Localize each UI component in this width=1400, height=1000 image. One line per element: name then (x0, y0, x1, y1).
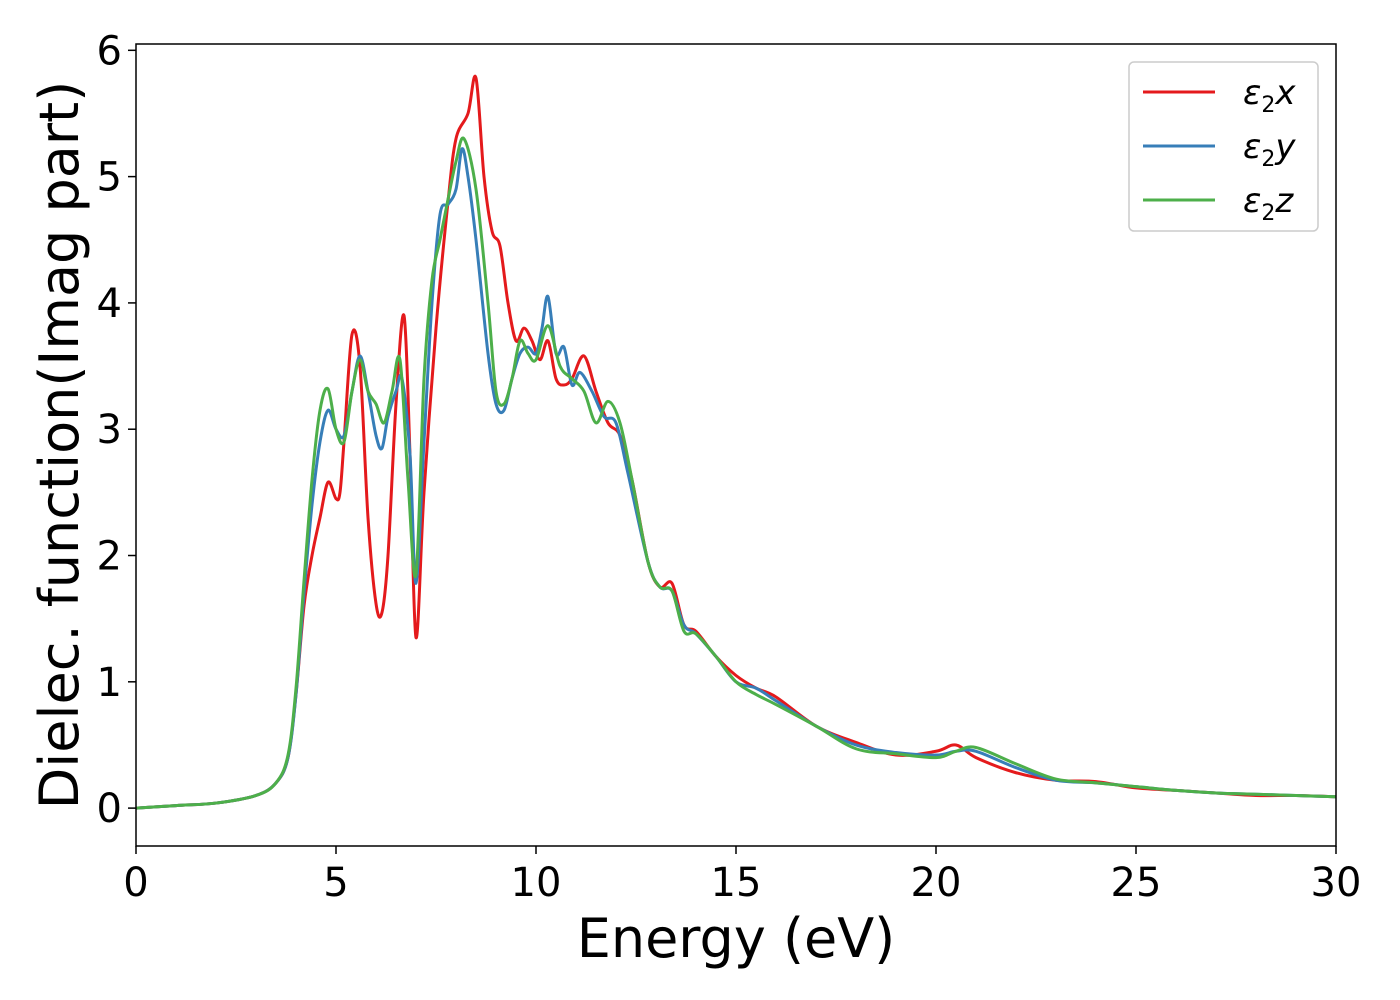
legend-box (1128, 61, 1319, 232)
series-layer (136, 74, 1336, 810)
y-tick-label: 4 (97, 281, 122, 327)
x-tick-label: 5 (323, 860, 348, 906)
x-tick-label: 10 (511, 860, 562, 906)
legend-label-y: ε2y (1243, 127, 1296, 172)
legend: ε2x ε2y ε2z (1128, 61, 1319, 232)
x-tick-label: 25 (1111, 860, 1162, 906)
y-axis-title: Dielec. function(Imag part) (28, 81, 91, 810)
x-axis-title: Energy (eV) (577, 907, 896, 970)
y-tick-label: 0 (97, 786, 122, 832)
x-tick-label: 20 (911, 860, 962, 906)
series-line-z (136, 136, 1336, 810)
y-axis: 0 1 2 3 4 5 6 (97, 28, 136, 832)
x-axis: 0 5 10 15 20 25 30 (123, 846, 1361, 906)
y-tick-label: 5 (97, 155, 122, 201)
legend-label-x: ε2x (1243, 73, 1296, 118)
y-tick-label: 1 (97, 660, 122, 706)
y-tick-label: 3 (97, 407, 122, 453)
x-tick-label: 0 (123, 860, 148, 906)
y-tick-label: 6 (97, 28, 122, 74)
y-tick-label: 2 (97, 534, 122, 580)
x-tick-label: 15 (711, 860, 762, 906)
x-tick-label: 30 (1311, 860, 1362, 906)
legend-label-z: ε2z (1243, 181, 1294, 226)
